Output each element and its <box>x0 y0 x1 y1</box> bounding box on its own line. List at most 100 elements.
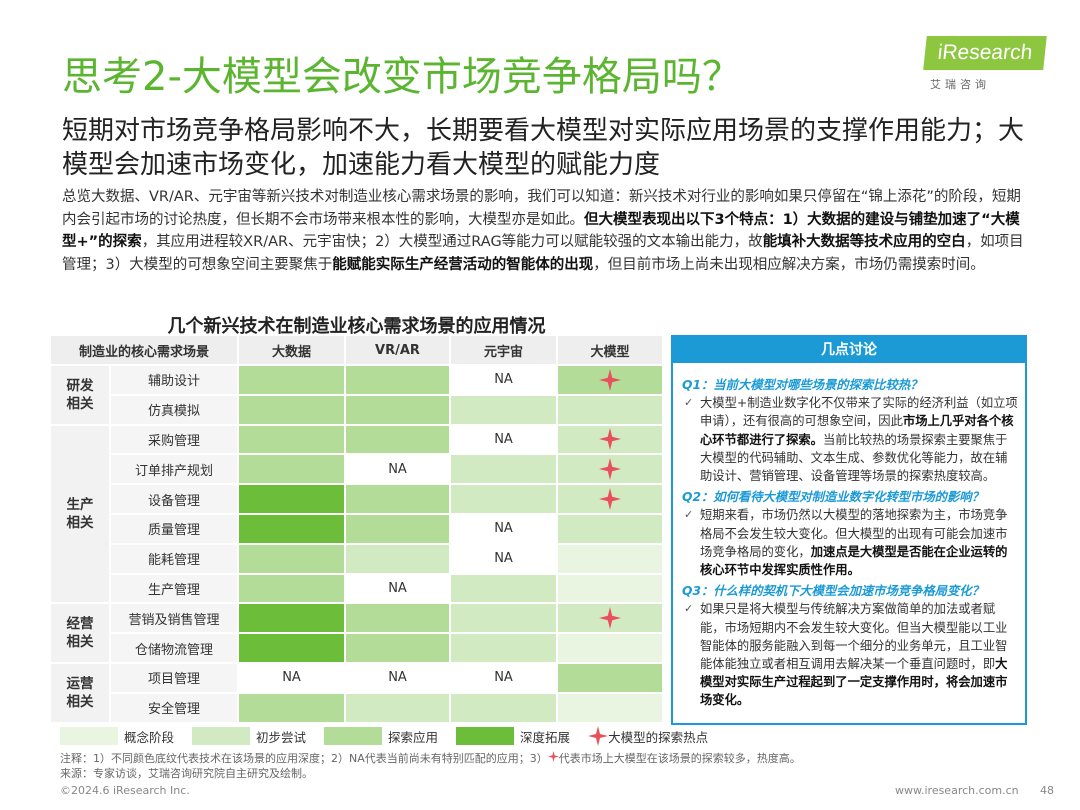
level-cell <box>450 603 557 634</box>
star <box>588 726 609 746</box>
na-cell: NA <box>450 514 557 544</box>
logo-sub: 艾瑞咨询 <box>930 78 990 91</box>
level-cell <box>238 692 345 723</box>
level-cell <box>557 454 663 485</box>
legend-label: 大模型的探索热点 <box>608 729 709 745</box>
text-run: 总览大数据、VR/AR、元宇宙等新兴技术对制造业核心需求场景的影响，我们可以知道… <box>62 189 1021 228</box>
answer: 大模型+制造业数字化不仅带来了实际的经济利益（如立项申请），还有很高的可想象空间… <box>682 394 1018 485</box>
level-cell <box>557 424 663 455</box>
legend-label: 初步尝试 <box>256 729 307 745</box>
legend-item: 探索应用 <box>324 727 438 746</box>
text-run: 大模型+制造业数字化不仅带来了实际的经济利益（如立项申请），还有很高的可想象空间… <box>700 396 1018 429</box>
table-header: VR/AR <box>345 335 450 365</box>
level-cell <box>238 365 345 395</box>
star <box>599 607 621 630</box>
level-cell <box>238 633 345 663</box>
legend-swatch <box>456 727 515 745</box>
level-cell <box>450 484 557 514</box>
page-number: 48 <box>1040 784 1054 797</box>
answer: 短期来看，市场仍然以大模型的落地探索为主，市场竞争格局不会发生较大变化。但大模型… <box>682 506 1018 579</box>
table-title: 几个新兴技术在制造业核心需求场景的应用情况 <box>167 316 546 337</box>
scene-label: 设备管理 <box>110 484 238 514</box>
scene-label: 项目管理 <box>110 663 238 693</box>
legend: 概念阶段 初步尝试 探索应用 深度拓展 大模型的探索热点 <box>60 726 726 746</box>
na-cell: NA <box>238 663 345 693</box>
na-cell: NA <box>450 365 557 395</box>
star <box>599 458 621 481</box>
paragraph: 总览大数据、VR/AR、元宇宙等新兴技术对制造业核心需求场景的影响，我们可以知道… <box>62 186 1027 276</box>
star <box>599 488 621 511</box>
text-run: 能赋能实际生产经营活动的智能体的出现 <box>332 256 594 273</box>
legend-swatch <box>324 727 383 745</box>
level-cell <box>345 603 450 634</box>
na-cell: NA <box>345 454 450 485</box>
text-run: ，其应用进程较XR/AR、元宇宙快；2）大模型通过RAG等能力可以赋能较强的文本… <box>141 234 763 250</box>
star <box>599 428 621 451</box>
scene-label: 安全管理 <box>110 692 238 723</box>
level-cell <box>557 663 663 693</box>
level-cell <box>557 603 663 634</box>
scene-label: 营销及销售管理 <box>110 603 238 634</box>
text-run: 加速点是大模型是否能在企业运转的核心环节中发挥实质性作用。 <box>700 544 1008 578</box>
level-cell <box>345 394 450 425</box>
table-header: 制造业的核心需求场景 <box>50 335 238 365</box>
level-cell <box>238 424 345 455</box>
level-cell <box>345 514 450 544</box>
level-cell <box>557 514 663 544</box>
question: Q3：什么样的契机下大模型会加速市场竞争格局变化？ <box>682 584 984 599</box>
scene-label: 订单排产规划 <box>110 454 238 485</box>
legend-label: 探索应用 <box>388 729 439 745</box>
level-cell <box>238 394 345 425</box>
text-run: 大模型对实际生产过程起到了一定支撑作用时，将会加速市场变化。 <box>700 657 1008 708</box>
group-text: 生产相关 <box>66 496 94 531</box>
level-cell <box>345 365 450 395</box>
website: www.iresearch.com.cn <box>895 784 1019 797</box>
level-cell <box>450 692 557 723</box>
level-cell <box>238 454 345 485</box>
legend-item: 初步尝试 <box>192 727 306 746</box>
text-run: 但大模型表现出以下3个特点：1）大数据的建设与铺垫加速了“大模型+”的探索 <box>62 211 1020 251</box>
group-text: 研发相关 <box>66 377 94 412</box>
scene-label: 质量管理 <box>110 514 238 544</box>
legend-item: 大模型的探索热点 <box>588 726 708 746</box>
level-cell <box>450 573 557 604</box>
level-cell <box>345 424 450 455</box>
level-cell <box>345 484 450 514</box>
level-cell <box>345 543 450 574</box>
level-cell <box>557 573 663 604</box>
level-cell <box>238 603 345 634</box>
table-header: 元宇宙 <box>450 335 557 365</box>
level-cell <box>557 543 663 574</box>
text-run: 市场上几乎对各个核心环节都进行了探索。 <box>700 414 1014 447</box>
table-header: 大模型 <box>557 335 663 365</box>
star-icon <box>547 751 559 765</box>
answer: 如果只是将大模型与传统解决方案做简单的加法或者赋能，市场短期内不会发生较大变化。… <box>682 600 1018 709</box>
level-cell <box>345 633 450 663</box>
level-cell <box>238 573 345 604</box>
table-header: 大数据 <box>238 335 345 365</box>
discussion-title: 几点讨论 <box>673 337 1025 363</box>
level-cell <box>557 365 663 395</box>
scene-label: 辅助设计 <box>110 365 238 395</box>
discussion-box <box>671 335 1027 725</box>
scene-label: 生产管理 <box>110 573 238 604</box>
scene-label: 采购管理 <box>110 424 238 455</box>
group-label: 生产相关 <box>50 424 110 604</box>
na-cell: NA <box>345 573 450 604</box>
level-cell <box>557 692 663 723</box>
scene-label: 仓储物流管理 <box>110 633 238 663</box>
level-cell <box>238 514 345 544</box>
question: Q2：如何看待大模型对制造业数字化转型市场的影响？ <box>682 490 984 505</box>
text-run: 能填补大数据等技术应用的空白 <box>762 234 966 250</box>
level-cell <box>238 484 345 514</box>
text-run: ，但目前市场上尚未出现相应解决方案，市场仍需摸索时间。 <box>593 256 985 273</box>
legend-label: 深度拓展 <box>520 729 571 745</box>
star <box>547 751 559 762</box>
scene-label: 仿真模拟 <box>110 394 238 425</box>
group-label: 经营相关 <box>50 603 110 663</box>
level-cell <box>238 543 345 574</box>
level-cell <box>450 394 557 425</box>
level-cell <box>450 454 557 485</box>
question: Q1：当前大模型对哪些场景的探索比较热？ <box>682 378 923 392</box>
